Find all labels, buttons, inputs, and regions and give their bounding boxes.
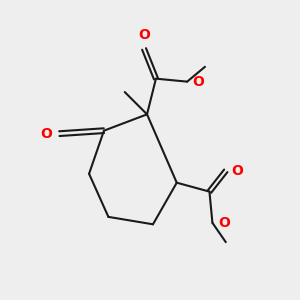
Text: O: O [138, 28, 150, 41]
Text: O: O [218, 216, 230, 230]
Text: O: O [193, 75, 204, 88]
Text: O: O [232, 164, 244, 178]
Text: O: O [40, 127, 52, 141]
